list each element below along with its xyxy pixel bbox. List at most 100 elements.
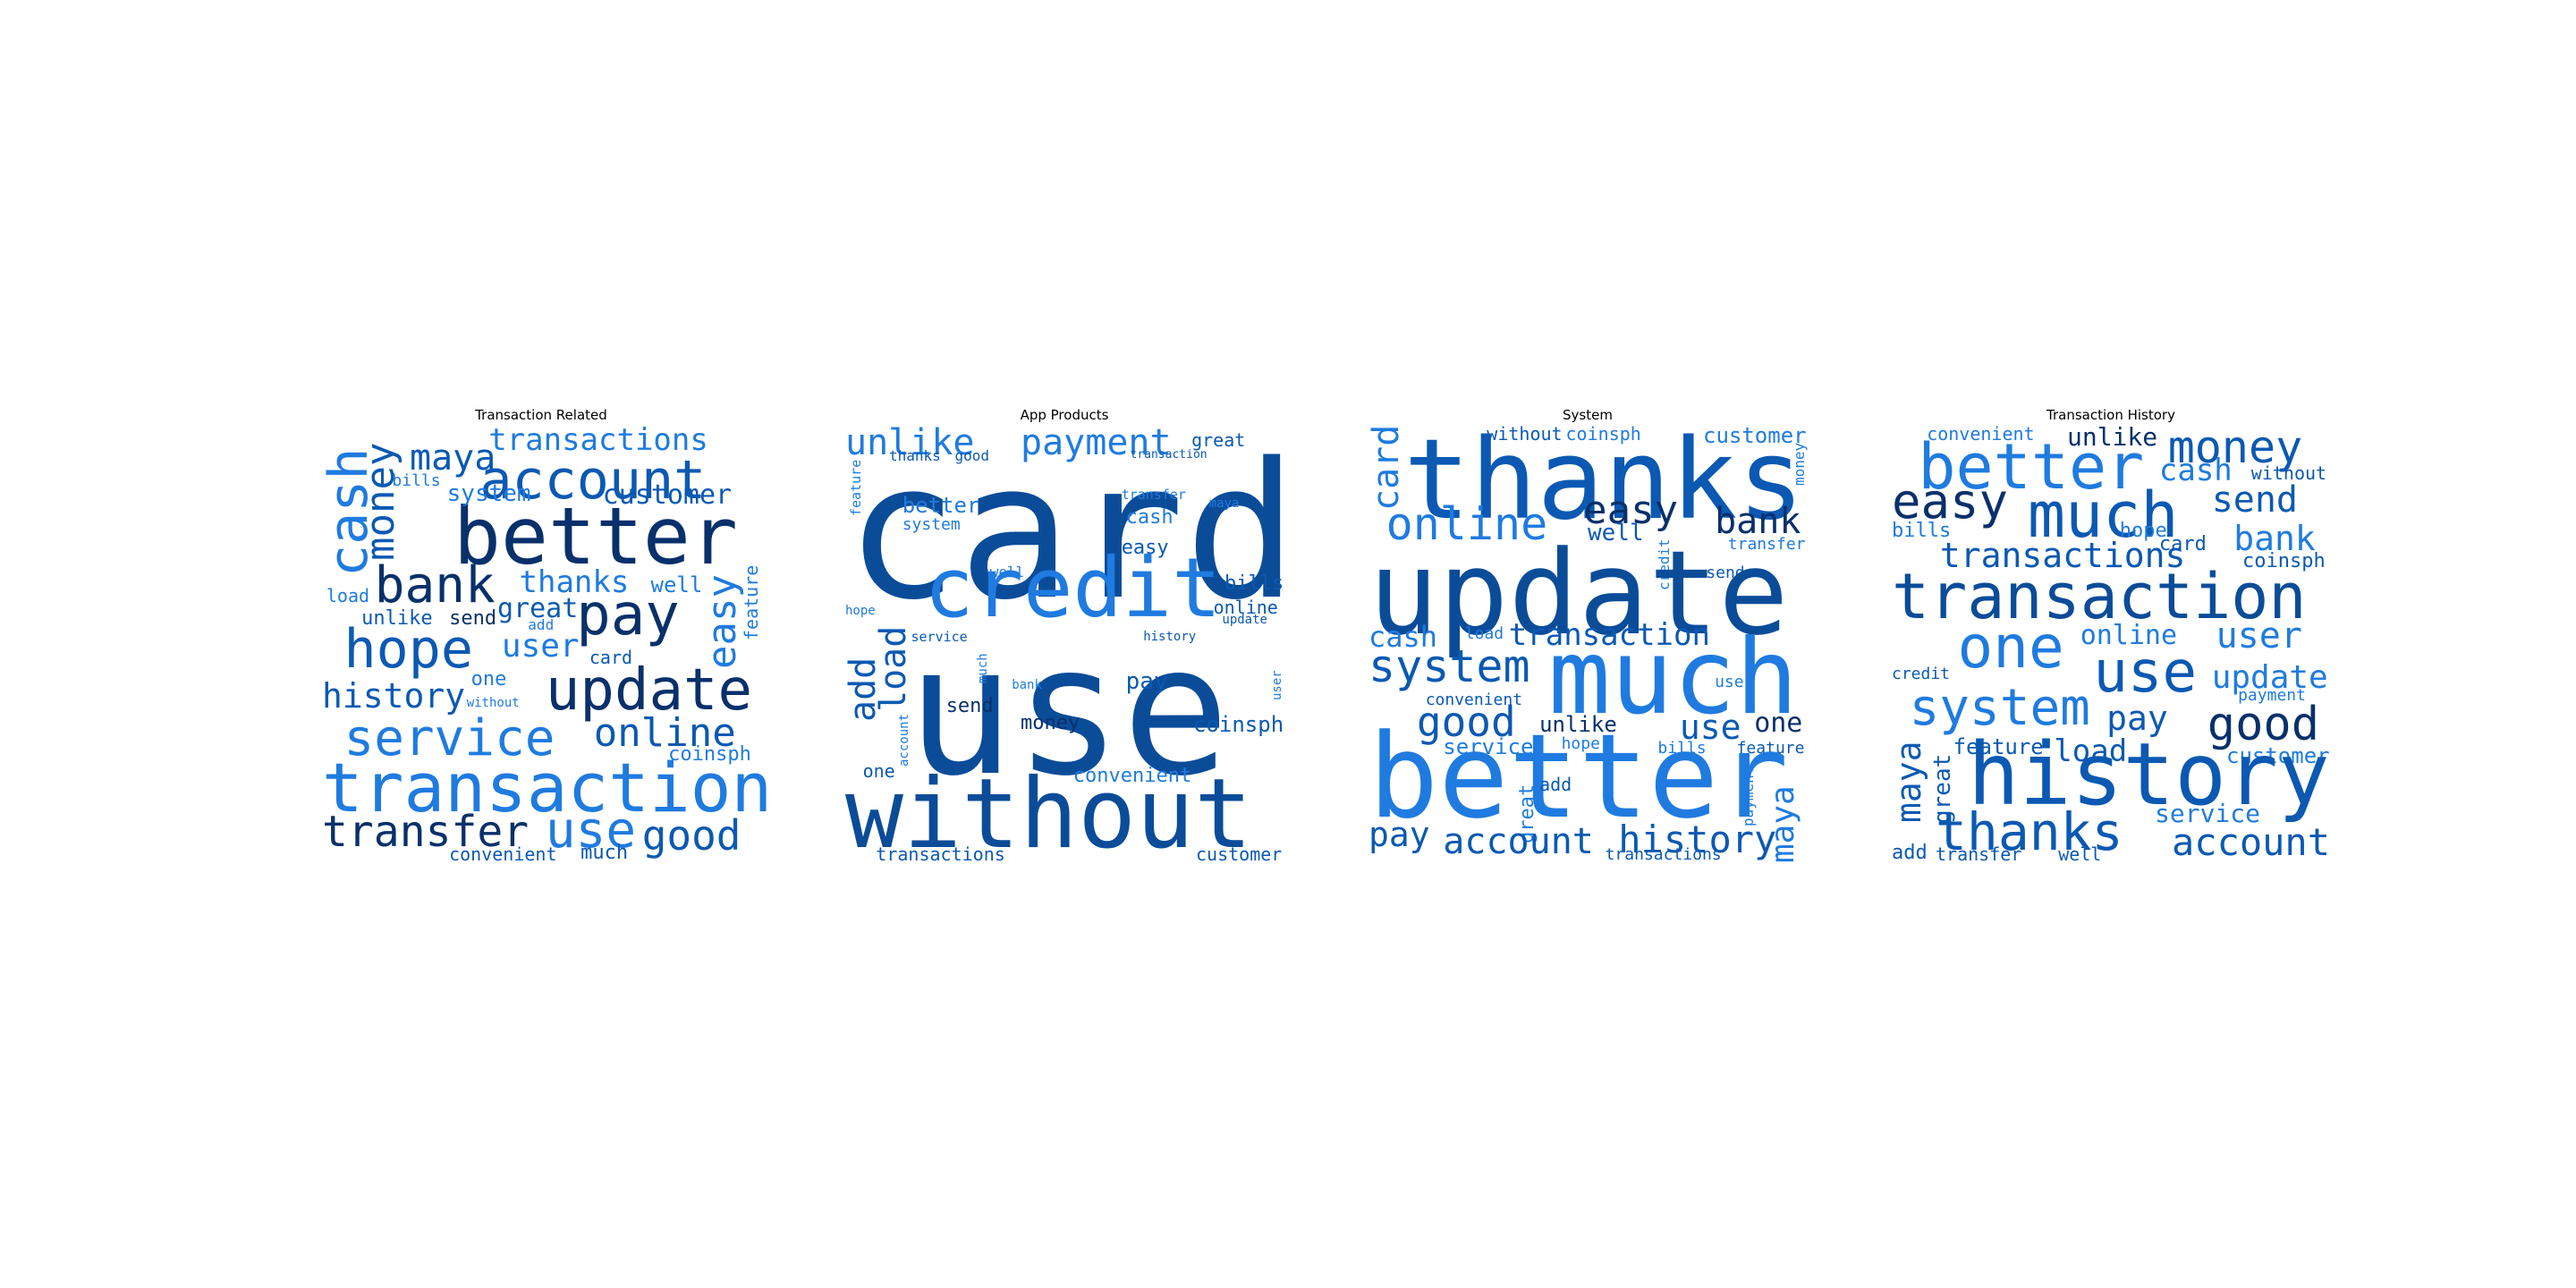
word-maya: maya [410, 437, 496, 479]
word-well: well [650, 572, 703, 597]
word-bank: bank [2233, 518, 2316, 558]
word-history: history [1143, 630, 1197, 645]
word-unlike: unlike [1539, 712, 1617, 738]
word-account: account [479, 448, 707, 512]
word-thanks: thanks [1403, 416, 1805, 545]
panel-title: App Products [1020, 407, 1109, 423]
word-well: well [989, 563, 1025, 580]
word-without: without [845, 758, 1253, 870]
word-use: use [545, 801, 637, 860]
word-much: much [580, 842, 629, 864]
word-hope: hope [845, 603, 876, 618]
word-payment: payment [2238, 686, 2306, 705]
wordcloud-panel-0: Transaction Related better account transac… [318, 407, 772, 865]
wordcloud-panel-1: App Products unlike payment great thanks goo… [843, 407, 1298, 870]
word-easy: easy [699, 573, 746, 669]
word-coinsph: coinsph [2242, 550, 2326, 573]
word-good: good [2207, 697, 2320, 751]
word-convenient: convenient [449, 843, 557, 865]
word-convenient: convenient [1072, 765, 1192, 788]
word-online: online [593, 710, 736, 757]
word-coinsph: coinsph [1193, 712, 1284, 738]
word-load: load [2054, 733, 2128, 769]
word-cash: cash [2158, 453, 2233, 489]
word-history: history [1618, 818, 1777, 862]
word-bills: bills [1892, 519, 1952, 542]
word-update: update [2211, 658, 2328, 696]
word-one: one [470, 668, 507, 691]
word-much: much [2027, 479, 2179, 553]
word-customer: customer [1703, 423, 1807, 448]
word-easy: easy [1892, 472, 2009, 530]
word-credit: credit [924, 540, 1222, 637]
panel-title: Transaction Related [475, 407, 607, 423]
word-feature: feature [1953, 733, 2044, 759]
word-card: card [589, 646, 633, 668]
word-one: one [1754, 707, 1803, 739]
word-one: one [862, 760, 895, 783]
word-well: well [1588, 519, 1644, 547]
word-maya: maya [1889, 741, 1928, 823]
word-send: send [449, 606, 497, 630]
word-transaction: transaction [1508, 617, 1710, 654]
word-user: user [1715, 673, 1754, 692]
word-good: good [1416, 697, 1516, 746]
word-without: without [466, 695, 520, 710]
word-use: use [906, 606, 1230, 816]
word-cash: cash [1125, 506, 1174, 530]
word-much: much [976, 653, 990, 683]
word-use: use [2093, 640, 2197, 706]
word-update: update [545, 657, 753, 724]
word-coinsph: coinsph [668, 742, 751, 766]
word-system: system [902, 514, 961, 534]
word-customer: customer [2226, 742, 2330, 768]
word-thanks: thanks [1936, 801, 2123, 863]
wordcloud-canvas: card without coinsph customer money thanks onl… [1366, 416, 1808, 863]
word-send: send [2211, 479, 2299, 521]
word-update: update [1222, 612, 1267, 627]
word-feature: feature [741, 564, 762, 640]
word-bills: bills [1224, 572, 1284, 595]
word-system: system [1909, 679, 2090, 738]
word-online: online [2080, 619, 2178, 651]
word-money: money [2167, 421, 2303, 473]
word-transfer: transfer [1121, 487, 1186, 504]
word-account: account [1443, 820, 1594, 862]
word-transactions: transactions [488, 422, 708, 458]
word-online: online [1385, 497, 1548, 550]
word-better: better [453, 489, 738, 582]
word-good: good [954, 446, 990, 464]
word-customer: customer [1196, 843, 1283, 865]
word-online: online [1213, 596, 1278, 618]
word-account: account [2172, 819, 2331, 864]
panel-title: Transaction History [2046, 407, 2175, 423]
word-pay: pay [2106, 698, 2168, 738]
word-thanks: thanks [889, 446, 941, 464]
word-transaction: transaction [1892, 559, 2307, 633]
word-better: better [902, 493, 980, 519]
word-add: add [1539, 774, 1572, 795]
word-well: well [2058, 843, 2102, 865]
word-pay: pay [1125, 668, 1168, 696]
word-feature: feature [1736, 738, 1805, 758]
word-transfer: transfer [322, 807, 530, 858]
word-transactions: transactions [876, 843, 1005, 865]
word-user: user [1270, 670, 1284, 701]
word-pay: pay [1368, 814, 1430, 854]
word-user: user [2216, 614, 2302, 657]
word-card: card [845, 421, 1298, 641]
word-transaction: transaction [322, 747, 773, 827]
word-unlike: unlike [2067, 422, 2158, 452]
word-great: great [497, 593, 579, 625]
word-send: send [1706, 563, 1745, 582]
word-coinsph: coinsph [1565, 423, 1641, 445]
word-easy: easy [1121, 537, 1169, 560]
wordcloud-canvas: convenient unlike money better cash without ea… [1889, 421, 2331, 865]
panel-title: System [1563, 407, 1613, 423]
word-use: use [1679, 707, 1741, 747]
wordcloud-panel-3: Transaction History convenient unlike mone… [1889, 407, 2331, 865]
word-add: add [1892, 842, 1928, 864]
word-service: service [911, 629, 968, 646]
word-unlike: unlike [361, 606, 433, 630]
word-hope: hope [343, 617, 474, 681]
